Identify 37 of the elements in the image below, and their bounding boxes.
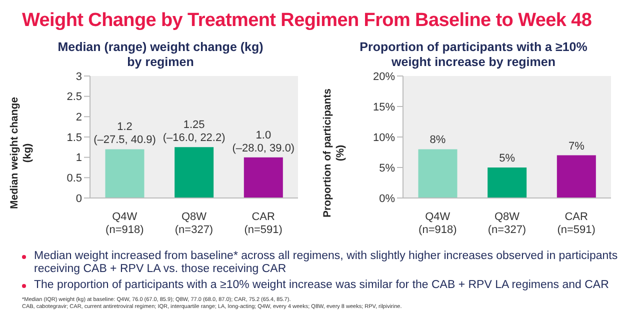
y-tick-label: 0	[76, 192, 82, 205]
data-label: 1.25 (–16.0, 22.2)	[162, 119, 226, 144]
bar	[418, 149, 458, 198]
text: The proportion of participants with a ≥10% weight increase was similar for the CAB + RPV LA regimens and CAR	[34, 279, 609, 292]
y-tick-label: 1.5	[66, 132, 82, 144]
bar	[174, 147, 214, 198]
y-tick-label: 15%	[372, 101, 396, 114]
x-tick-label: CAR (n=591)	[244, 211, 282, 236]
data-label: 7%	[568, 140, 585, 152]
y-axis-title: Median weight change (kg)	[8, 96, 34, 210]
x-tick-label: Q4W (n=918)	[418, 211, 457, 236]
y-tick-label: 10%	[372, 132, 396, 144]
x-tick-label: CAR (n=591)	[557, 211, 596, 236]
chart-title: Proportion of participants with a ≥10% weight increase by regimen	[358, 40, 588, 70]
y-tick-label: 0.5	[66, 172, 82, 185]
data-label: 8%	[430, 134, 446, 146]
data-label: 1.0 (–28.0, 39.0)	[232, 129, 295, 154]
bar	[105, 149, 144, 198]
y-tick-label: 5%	[379, 162, 396, 174]
bar	[488, 168, 527, 198]
y-tick-label: 20%	[372, 70, 396, 83]
bar	[244, 157, 283, 198]
y-tick-label: 3	[76, 70, 82, 83]
x-tick-label: Q4W (n=918)	[106, 211, 144, 236]
y-axis-title: Proportion of participants (%)	[322, 88, 346, 218]
bar	[556, 155, 596, 198]
data-label: 5%	[499, 152, 516, 164]
y-tick-label: 1	[76, 152, 82, 164]
text: Median weight increased from baseline* across all regimens, with slightly higher increases observed in participants receiving CAB + RPV LA vs. those receiving CAR	[34, 250, 619, 276]
y-tick-label: 2	[76, 112, 82, 124]
chart-subtitle: Median (range) weight change (kg) by regimen	[56, 40, 264, 70]
y-tick-label: 2.5	[66, 91, 82, 104]
x-tick-label: Q8W (n=327)	[488, 211, 526, 236]
data-label: 1.2 (–27.5, 40.9)	[94, 121, 156, 146]
x-tick-label: Q8W (n=327)	[174, 211, 214, 236]
y-tick-label: 0%	[379, 192, 396, 205]
chart-title: Weight Change by Treatment Regimen From Baseline to Week 48	[22, 10, 592, 32]
